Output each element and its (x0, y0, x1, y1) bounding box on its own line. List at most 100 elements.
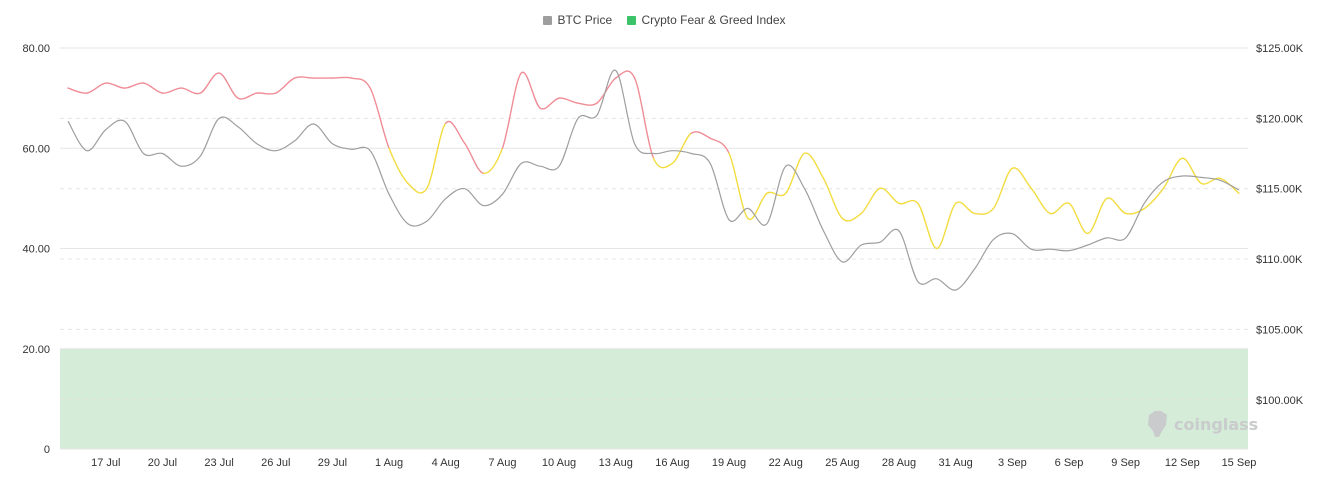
fear-greed-segment (822, 177, 844, 220)
fear-greed-segment (690, 131, 711, 139)
fear-greed-segment (237, 92, 258, 100)
fear-greed-segment (709, 137, 730, 154)
x-tick-label: 16 Aug (655, 457, 689, 469)
fear-greed-segment (558, 97, 579, 104)
fear-greed-segment (785, 152, 806, 195)
fear-greed-segment (652, 157, 674, 169)
fear-greed-segment (123, 82, 145, 89)
legend-item-fear-greed[interactable]: Crypto Fear & Greed Index (627, 13, 786, 27)
btc-price-line (67, 69, 1240, 291)
x-tick-label: 9 Sep (1111, 457, 1140, 469)
legend-swatch-btc-price (543, 15, 553, 25)
fear-greed-segment (747, 192, 768, 221)
x-tick-label: 6 Sep (1055, 457, 1084, 469)
fear-greed-segment (992, 167, 1014, 210)
x-tick-label: 13 Aug (599, 457, 633, 469)
x-tick-label: 22 Aug (769, 457, 803, 469)
fear-greed-segment (1068, 202, 1089, 235)
right-tick-label: $105.00K (1256, 324, 1304, 336)
coinglass-logo-icon (1148, 411, 1167, 437)
fear-greed-segment (1011, 167, 1032, 190)
legend-label-fear-greed: Crypto Fear & Greed Index (641, 13, 786, 27)
fear-greed-segment (596, 77, 617, 104)
fear-greed-segment (520, 71, 541, 109)
fear-greed-segment (841, 212, 862, 222)
fear-greed-segment (973, 207, 995, 215)
left-tick-label: 60.00 (22, 143, 50, 155)
x-tick-label: 12 Sep (1165, 457, 1200, 469)
right-tick-label: $125.00K (1256, 43, 1304, 55)
watermark-text: coinglass (1174, 415, 1258, 434)
fear-greed-segment (369, 87, 390, 149)
chart-legend: BTC Price Crypto Fear & Greed Index (0, 13, 1329, 28)
fear-greed-segment (445, 120, 466, 144)
fear-greed-segment (860, 187, 881, 215)
fear-greed-segment (1162, 157, 1184, 190)
x-tick-label: 4 Aug (432, 457, 460, 469)
left-axis: 0 20.00 40.00 60.00 80.00 (22, 43, 50, 456)
x-tick-label: 31 Aug (939, 457, 973, 469)
right-tick-label: $120.00K (1256, 113, 1304, 125)
fear-greed-segment (86, 82, 107, 94)
fear-greed-index-line (67, 70, 1240, 250)
fear-greed-segment (1030, 187, 1051, 215)
fear-greed-segment (803, 152, 825, 180)
fear-greed-segment (1124, 207, 1146, 215)
fear-greed-segment (898, 199, 919, 205)
fear-greed-segment (1087, 197, 1108, 235)
fear-greed-segment (954, 201, 976, 215)
legend-item-btc-price[interactable]: BTC Price (543, 13, 612, 27)
left-tick-label: 80.00 (22, 43, 50, 55)
fear-greed-segment (879, 187, 900, 205)
fear-greed-segment (105, 82, 126, 89)
x-tick-label: 7 Aug (488, 457, 516, 469)
fear-greed-segment (293, 76, 315, 79)
grid-lines (60, 47, 1248, 450)
fear-greed-segment (256, 92, 277, 95)
right-axis: $100.00K $105.00K $110.00K $115.00K $120.00K… (1256, 43, 1304, 407)
fear-greed-segment (936, 202, 957, 250)
x-tick-label: 20 Jul (148, 457, 177, 469)
x-tick-label: 3 Sep (998, 457, 1027, 469)
fear-greed-segment (331, 76, 353, 79)
x-tick-label: 19 Aug (712, 457, 746, 469)
fear-greed-segment (426, 122, 447, 190)
right-tick-label: $115.00K (1256, 184, 1303, 196)
x-axis: 17 Jul 20 Jul 23 Jul 26 Jul 29 Jul 1 Aug 4 Aug… (91, 457, 1256, 469)
fear-greed-segment (1200, 177, 1221, 185)
x-tick-label: 25 Aug (825, 457, 859, 469)
fear-greed-segment (388, 147, 409, 185)
fear-greed-segment (482, 147, 504, 175)
legend-label-btc-price: BTC Price (557, 13, 613, 27)
x-tick-label: 1 Aug (375, 457, 403, 469)
x-tick-label: 17 Jul (91, 457, 120, 469)
fear-greed-segment (728, 152, 749, 220)
fear-greed-segment (161, 87, 183, 94)
right-tick-label: $100.00K (1256, 395, 1304, 407)
fear-greed-segment (539, 97, 560, 110)
fear-greed-segment (1106, 197, 1127, 215)
fear-greed-segment (577, 102, 598, 106)
fear-greed-segment (67, 87, 88, 94)
legend-swatch-fear-greed (627, 15, 637, 25)
left-tick-label: 20.00 (22, 344, 50, 356)
coinglass-watermark: coinglass (1148, 411, 1258, 437)
x-tick-label: 10 Aug (542, 457, 576, 469)
fear-greed-segment (671, 132, 692, 164)
fear-greed-segment (615, 70, 636, 79)
x-tick-label: 28 Aug (882, 457, 916, 469)
fear-greed-segment (407, 182, 428, 194)
fear-greed-segment (142, 82, 164, 94)
fear-greed-segment (218, 72, 239, 99)
x-tick-label: 23 Jul (204, 457, 233, 469)
right-tick-label: $110.00K (1256, 254, 1303, 266)
fear-greed-segment (180, 87, 201, 95)
fear-greed-segment (1143, 187, 1165, 210)
fear-greed-segment (275, 77, 296, 94)
x-tick-label: 29 Jul (318, 457, 347, 469)
left-tick-label: 0 (44, 444, 50, 456)
fear-zone-band (60, 348, 1248, 449)
fear-greed-segment (350, 77, 371, 89)
left-tick-label: 40.00 (22, 244, 50, 256)
